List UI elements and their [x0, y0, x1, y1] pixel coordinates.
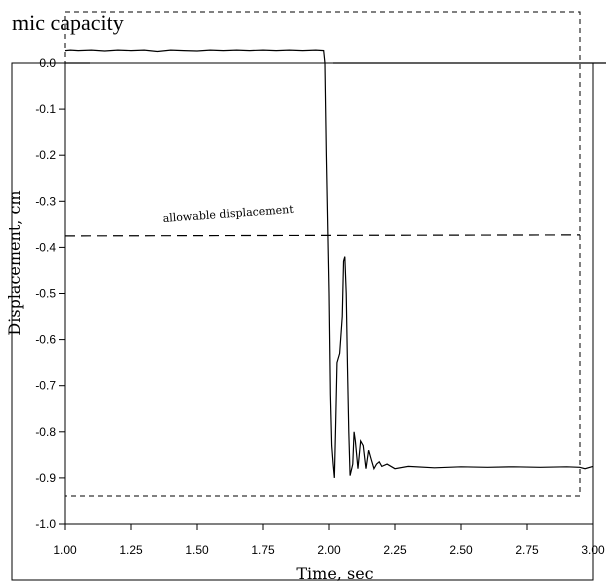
y-tick-label: -0.5	[35, 287, 56, 301]
frame-layer	[11, 11, 606, 581]
displacement-series-line	[64, 49, 594, 478]
y-tick-label: -0.1	[35, 102, 56, 116]
allowable-displacement-line	[64, 234, 581, 237]
y-tick-label: 0.0	[39, 56, 56, 70]
x-axis-title: Time, sec	[296, 564, 373, 583]
caption-fragment-layer: mic capacity	[12, 10, 124, 35]
x-tick-label: 1.50	[185, 543, 209, 557]
y-axis-title: Displacement, cm	[5, 190, 24, 335]
x-tick-label: 1.00	[53, 543, 77, 557]
allowable-displacement-label: allowable displacement	[162, 203, 294, 225]
series-layer	[64, 49, 594, 478]
x-tick-label: 2.00	[317, 543, 341, 557]
y-tick-label: -0.9	[35, 471, 56, 485]
dashed-box	[64, 11, 581, 497]
caption-fragment: mic capacity	[12, 10, 124, 35]
y-tick-label: -0.3	[35, 194, 56, 208]
x-tick-label: 2.25	[383, 543, 407, 557]
y-tick-label: -0.7	[35, 379, 56, 393]
x-tick-label: 1.75	[251, 543, 275, 557]
outer-frame	[11, 62, 594, 581]
x-axis: 1.00 1.25 1.50 1.75 2.00 2.25 2.50 2.75 3.00	[53, 524, 605, 557]
y-tick-label: -0.8	[35, 425, 56, 439]
y-tick-label: -0.6	[35, 333, 56, 347]
y-axis: 0.0 -0.1 -0.2 -0.3 -0.4 -0.5 -0.6 -0.7 -0.8 -0.9 -…	[35, 56, 65, 531]
y-tick-label: -1.0	[35, 517, 56, 531]
x-tick-label: 2.50	[449, 543, 473, 557]
x-tick-label: 2.75	[515, 543, 539, 557]
y-tick-label: -0.4	[35, 240, 56, 254]
annotation-layer: allowable displacement	[64, 203, 581, 237]
x-tick-label: 1.25	[119, 543, 143, 557]
y-tick-label: -0.2	[35, 148, 56, 162]
x-tick-label: 3.00	[581, 543, 605, 557]
